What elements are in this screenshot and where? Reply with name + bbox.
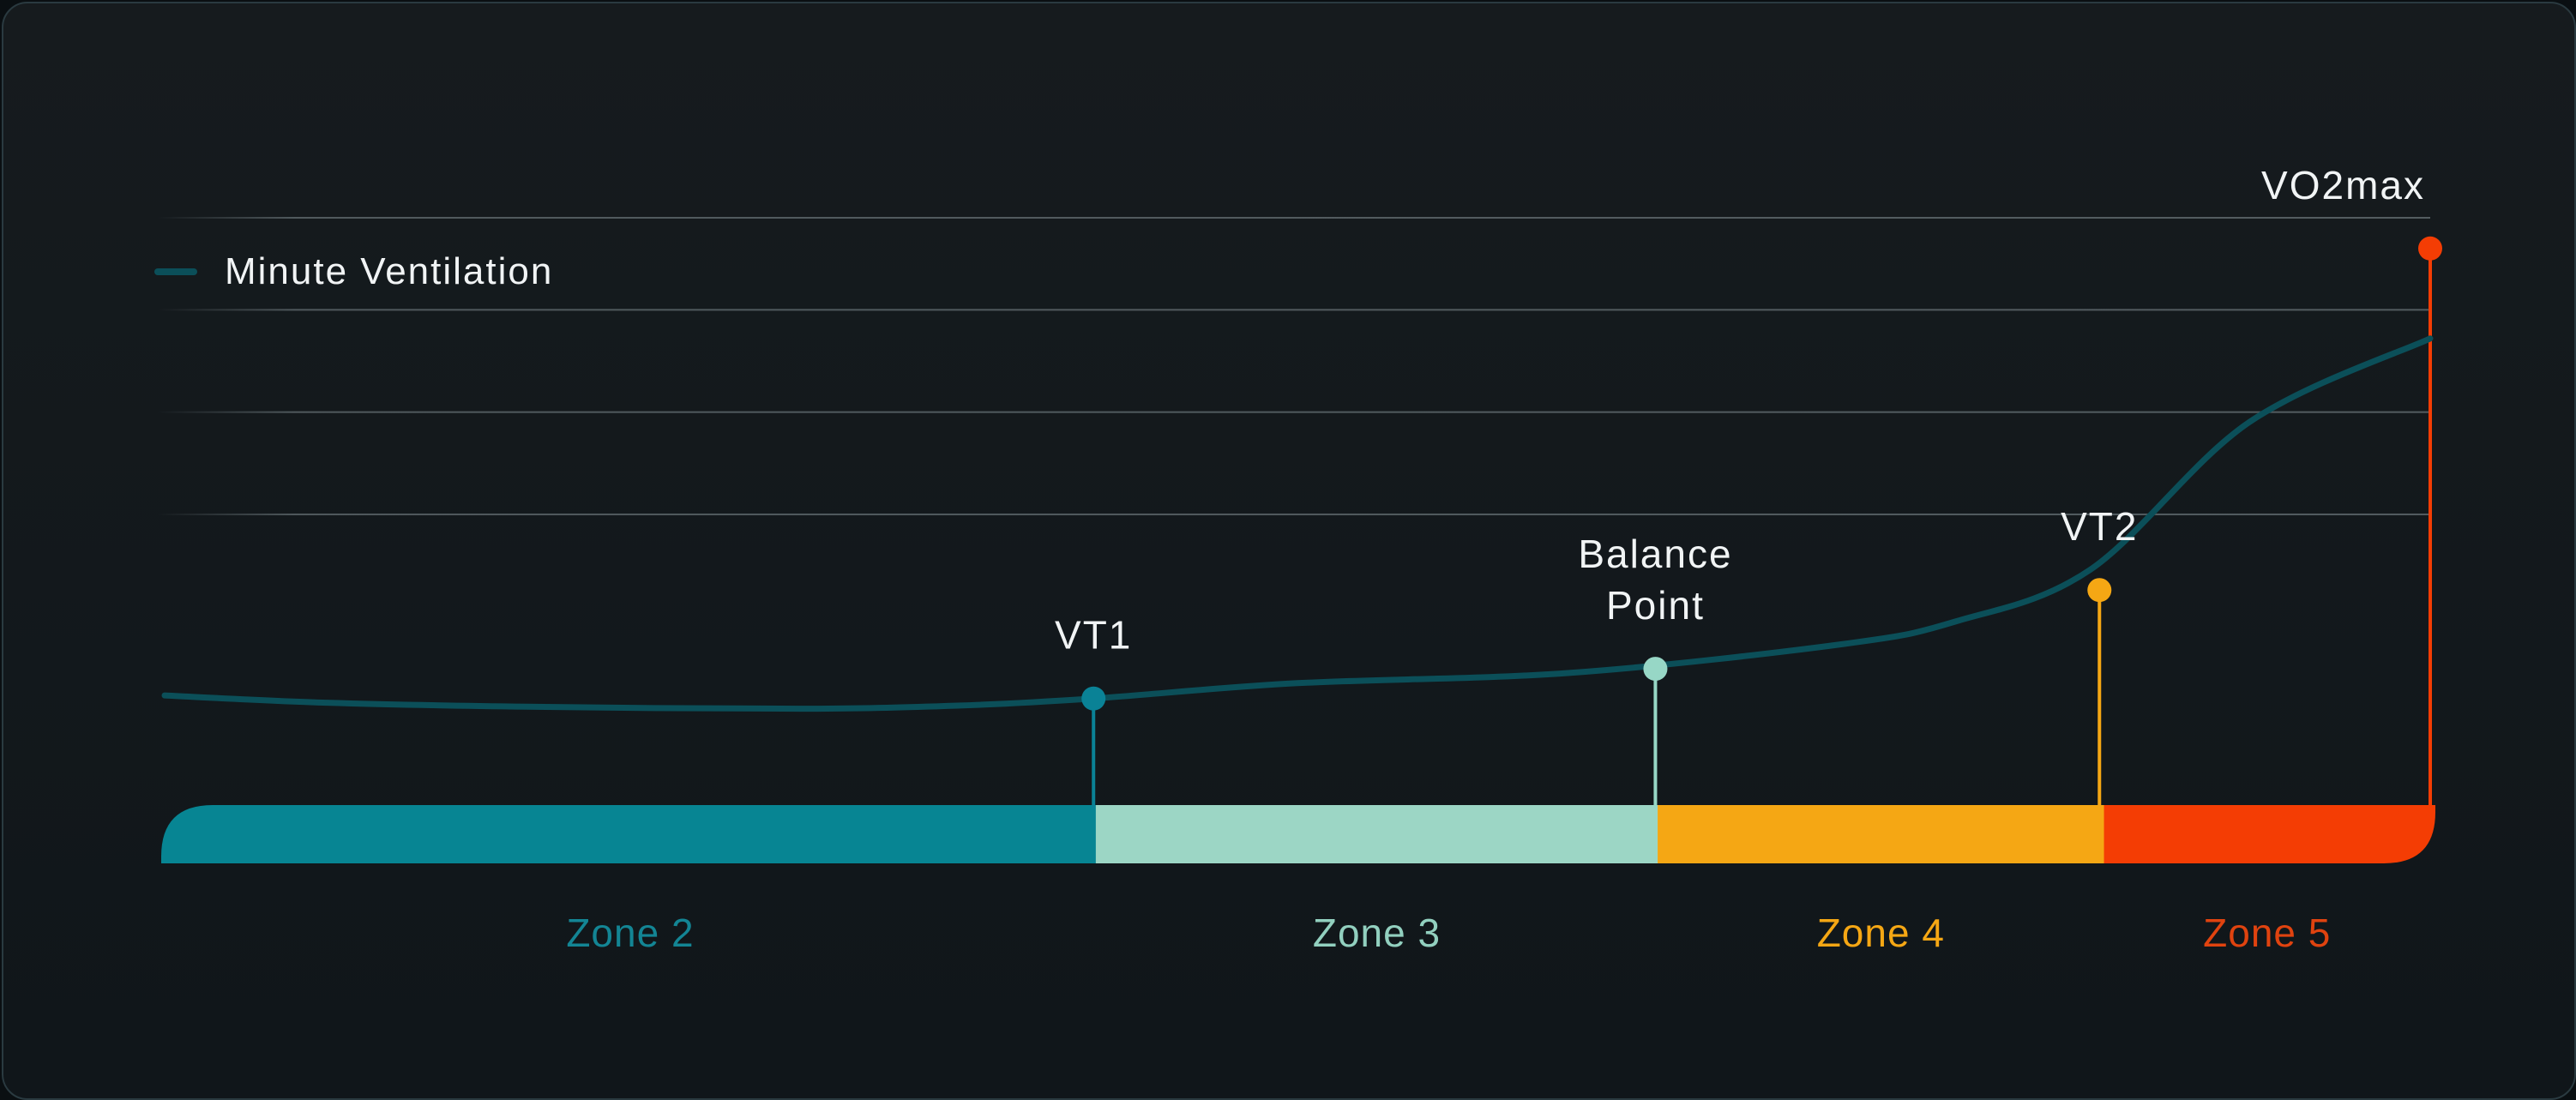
legend-label: Minute Ventilation [225, 250, 553, 292]
marker-stems [1092, 248, 2432, 808]
marker-label-line-vt1-0: VT1 [1055, 613, 1132, 658]
zone-segment-zone-4 [1658, 805, 2105, 863]
marker-label-vo2max: VO2max [2261, 163, 2425, 207]
marker-label-line-balance-point-0: Balance [1578, 532, 1732, 576]
series-line-minute-ventilation [161, 335, 2434, 712]
marker-point-vt1 [1081, 686, 1106, 711]
marker-label-vt1: VT1 [1055, 613, 1132, 658]
marker-label-balance-point: Balance Point [1578, 532, 1732, 628]
marker-point-balance-point [1643, 657, 1668, 682]
zone-label-zone-5: Zone 5 [2203, 911, 2331, 955]
gridlines [158, 217, 2430, 515]
markers: VT1 Balance Point VT2 VO2max [1055, 163, 2442, 711]
gridline-0 [158, 217, 2430, 219]
zone-label-zone-2: Zone 2 [566, 911, 694, 955]
zone-segment-zone-3 [1095, 805, 1659, 863]
zone-label-zone-4: Zone 4 [1817, 911, 1945, 955]
gridline-3 [158, 513, 2430, 515]
marker-point-vo2max [2418, 236, 2442, 261]
legend: Minute Ventilation [154, 250, 553, 292]
zone-segment-zone-2 [161, 805, 1097, 863]
marker-label-line-vo2max-0: VO2max [2261, 163, 2425, 207]
zone-label-zone-3: Zone 3 [1313, 911, 1441, 955]
chart-svg: Minute Ventilation VT1 Balance Point VT2 VO2… [154, 163, 2442, 955]
gridline-2 [158, 411, 2430, 413]
marker-label-vt2: VT2 [2061, 504, 2138, 549]
marker-point-vt2 [2087, 578, 2112, 603]
zone-bar [161, 805, 2435, 863]
gridline-1 [158, 309, 2430, 311]
zone-labels: Zone 2 Zone 3 Zone 4 Zone 5 [566, 911, 2331, 955]
marker-label-line-vt2-0: VT2 [2061, 504, 2138, 549]
zone-segment-zone-5 [2104, 805, 2435, 863]
zone-bar-segments [161, 805, 2435, 863]
marker-label-line-balance-point-1: Point [1606, 583, 1705, 628]
